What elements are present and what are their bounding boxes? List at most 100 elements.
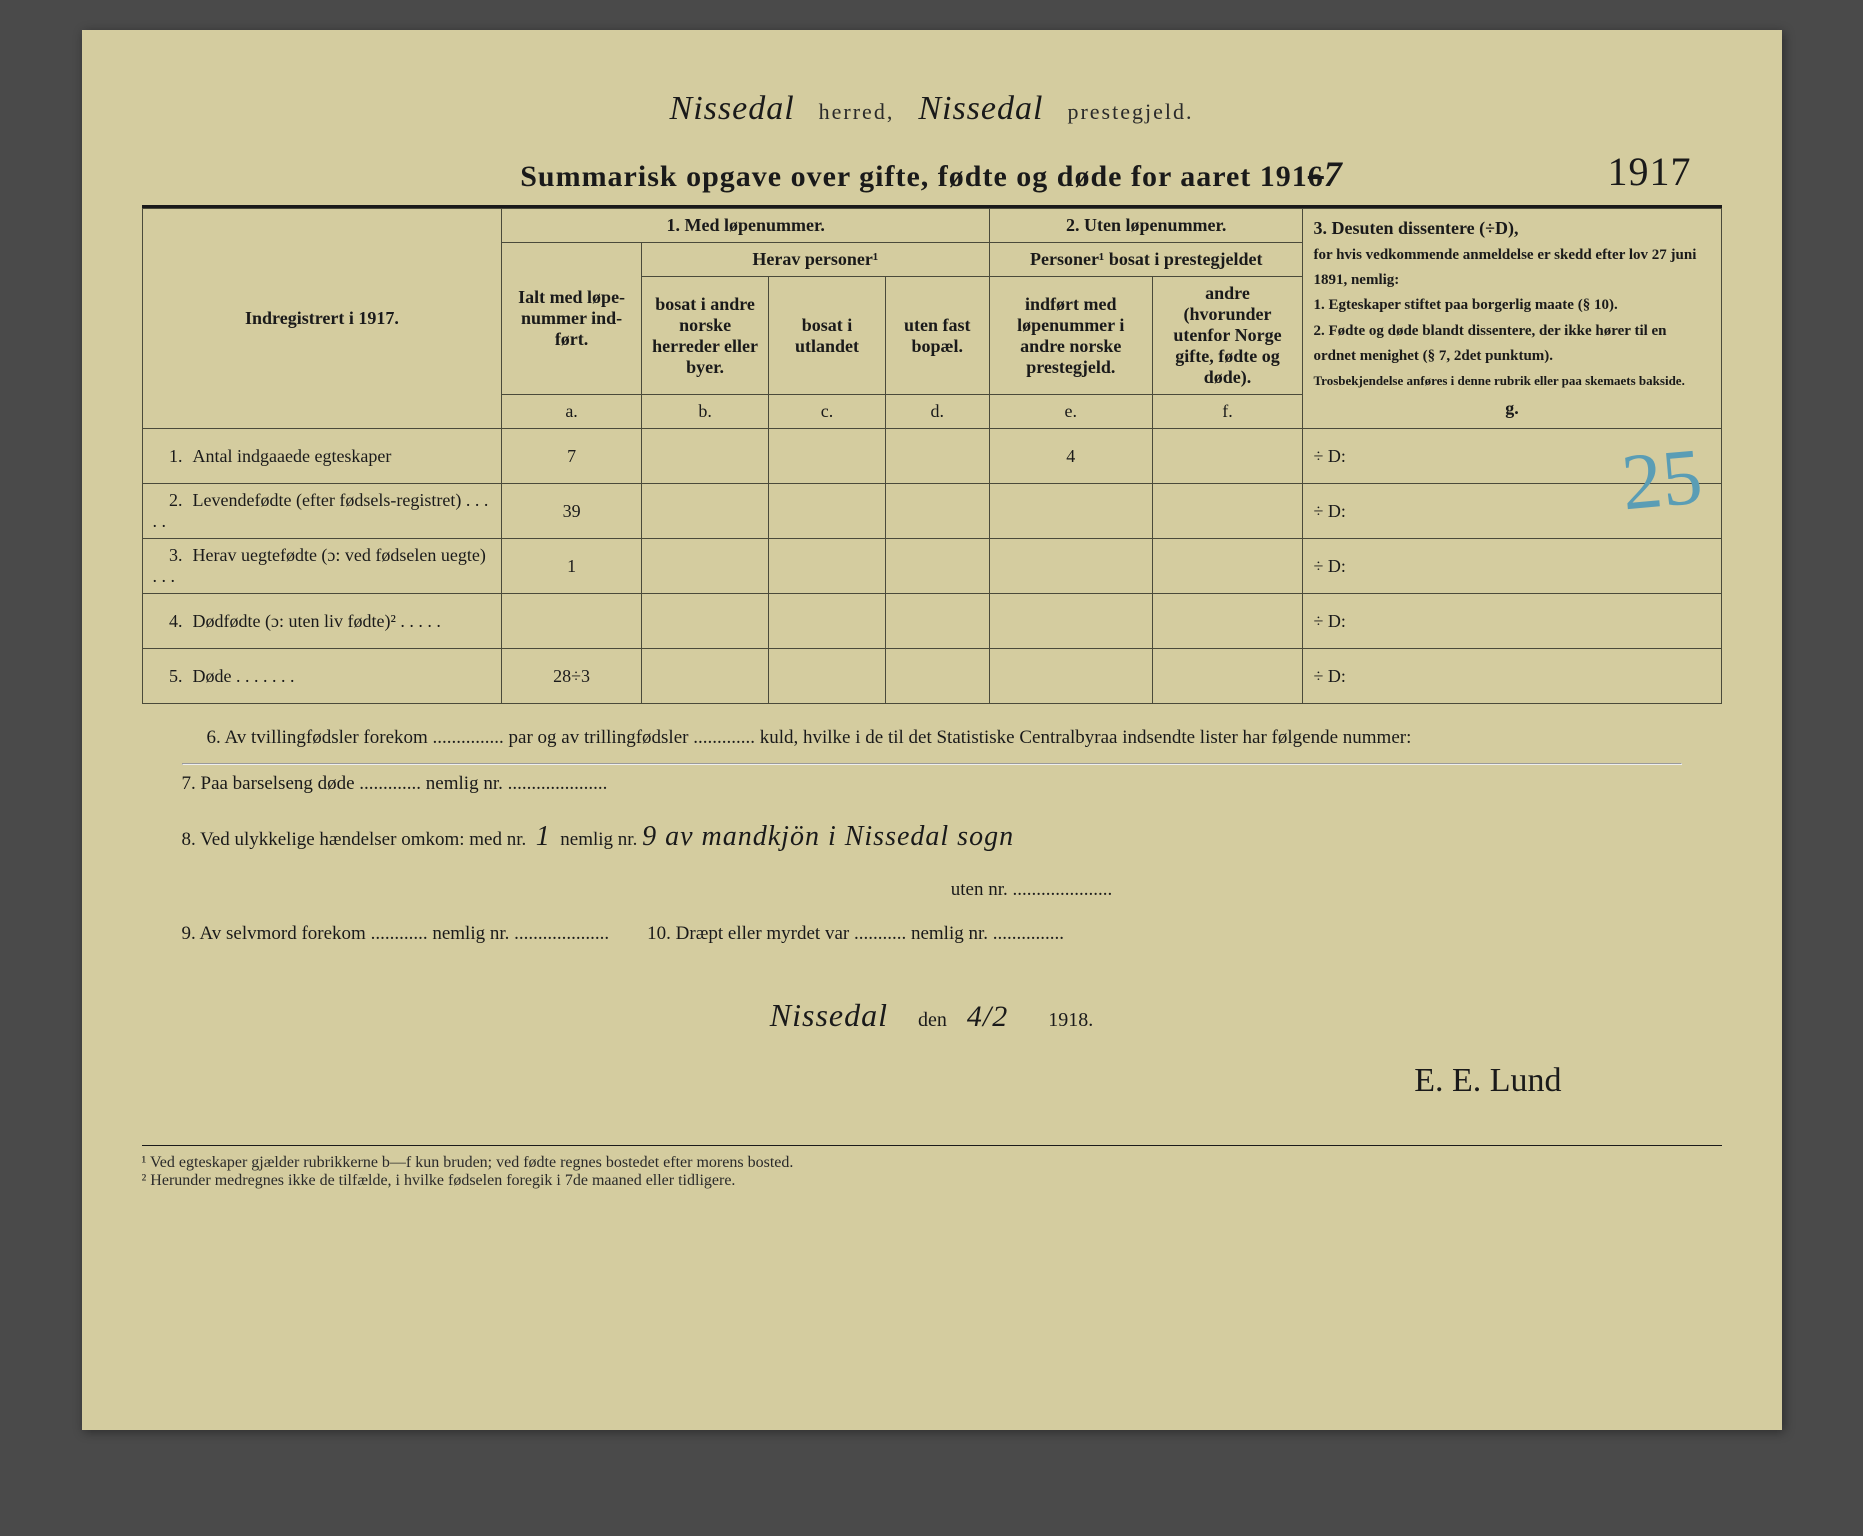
row5-d: [885, 649, 989, 704]
footnote-2: ² Herunder medregnes ikke de tilfælde, i…: [142, 1172, 1722, 1190]
below-section: 6. Av tvillingfødsler forekom ..........…: [142, 719, 1722, 1115]
group3-header: 3. Desuten dissentere (÷D), for hvis ved…: [1303, 209, 1721, 429]
col-b-header: bosat i andre norske herreder eller byer…: [641, 277, 769, 395]
row3-a: 1: [502, 539, 641, 594]
row2-a: 39: [502, 484, 641, 539]
col-d-header: uten fast bopæl.: [885, 277, 989, 395]
blue-annotation: 25: [1618, 432, 1706, 530]
row3-e: [990, 539, 1153, 594]
main-title: Summarisk opgave over gifte, fødte og dø…: [520, 160, 1308, 193]
row5-a: 28÷3: [502, 649, 641, 704]
row3-label: 3.Herav uegtefødte (ɔ: ved fødselen uegt…: [142, 539, 502, 594]
row3-c: [769, 539, 885, 594]
row1-label: 1.Antal indgaaede egteskaper: [142, 429, 502, 484]
sig-date: 4/2: [967, 1000, 1008, 1033]
herred-label: herred,: [819, 99, 895, 124]
row4-a: [502, 594, 641, 649]
letter-g: g.: [1313, 396, 1710, 421]
row4-f: [1152, 594, 1303, 649]
row3-g: ÷ D:: [1303, 539, 1721, 594]
row5-g: ÷ D:: [1303, 649, 1721, 704]
l8-prefix: 8. Ved ulykkelige hændelser omkom: med n…: [182, 829, 527, 850]
year-struck: 6: [1308, 160, 1324, 193]
footnotes: ¹ Ved egteskaper gjælder rubrikkerne b—f…: [142, 1145, 1722, 1190]
row4-c: [769, 594, 885, 649]
l8-mid: nemlig nr.: [560, 829, 642, 850]
row2-b: [641, 484, 769, 539]
group3-small: Trosbekjendelse anføres i denne rubrik e…: [1313, 373, 1684, 388]
letter-a: a.: [502, 395, 641, 429]
row1-a: 7: [502, 429, 641, 484]
sig-place: Nissedal: [770, 997, 888, 1033]
line-8: 8. Ved ulykkelige hændelser omkom: med n…: [182, 809, 1682, 865]
row4-label: 4.Dødfødte (ɔ: uten liv fødte)² . . . . …: [142, 594, 502, 649]
row5-label: 5.Døde . . . . . . .: [142, 649, 502, 704]
row4-g: ÷ D:: [1303, 594, 1721, 649]
row2-f: [1152, 484, 1303, 539]
row2-e: [990, 484, 1153, 539]
line-7: 7. Paa barselseng døde ............. nem…: [182, 765, 1682, 803]
row4-d: [885, 594, 989, 649]
header-line-1: Nissedal herred, Nissedal prestegjeld.: [142, 90, 1722, 128]
year-small: 7: [1324, 154, 1343, 194]
prestegjeld-label: prestegjeld.: [1067, 99, 1193, 124]
row5-e: [990, 649, 1153, 704]
title-row: Summarisk opgave over gifte, fødte og dø…: [142, 153, 1722, 208]
row2-label: 2.Levendefødte (efter fødsels-registret)…: [142, 484, 502, 539]
footnote-1: ¹ Ved egteskaper gjælder rubrikkerne b—f…: [142, 1154, 1722, 1172]
ialt-header: Ialt med løpe-nummer ind-ført.: [502, 243, 641, 395]
l8-handwritten: 9 av mandkjön i Nissedal sogn: [642, 821, 1014, 852]
letter-c: c.: [769, 395, 885, 429]
row5-b: [641, 649, 769, 704]
pers2-header: Personer¹ bosat i prestegjeldet: [990, 243, 1303, 277]
col-f-header: andre (hvorunder utenfor Norge gifte, fø…: [1152, 277, 1303, 395]
row2-d: [885, 484, 989, 539]
row4-b: [641, 594, 769, 649]
letter-f: f.: [1152, 395, 1303, 429]
row5-f: [1152, 649, 1303, 704]
row4-e: [990, 594, 1153, 649]
letter-e: e.: [990, 395, 1153, 429]
row1-d: [885, 429, 989, 484]
document-paper: Nissedal herred, Nissedal prestegjeld. S…: [82, 30, 1782, 1430]
col-e-header: indført med løpenummer i andre norske pr…: [990, 277, 1153, 395]
main-table: Indregistrert i 1917. 1. Med løpenummer.…: [142, 208, 1722, 704]
row1-b: [641, 429, 769, 484]
herred-name: Nissedal: [670, 90, 795, 127]
row1-f: [1152, 429, 1303, 484]
prestegjeld-name: Nissedal: [918, 90, 1043, 127]
l8-med-val: 1: [536, 821, 551, 852]
group3-title: 3. Desuten dissentere (÷D),: [1313, 218, 1518, 238]
row3-b: [641, 539, 769, 594]
row3-d: [885, 539, 989, 594]
table-row: 3.Herav uegtefødte (ɔ: ved fødselen uegt…: [142, 539, 1721, 594]
sig-year: 1918.: [1048, 1009, 1093, 1031]
letter-d: d.: [885, 395, 989, 429]
line-6: 6. Av tvillingfødsler forekom ..........…: [182, 719, 1682, 757]
table-row: 4.Dødfødte (ɔ: uten liv fødte)² . . . . …: [142, 594, 1721, 649]
row2-c: [769, 484, 885, 539]
row1-c: [769, 429, 885, 484]
table-row: 1.Antal indgaaede egteskaper 7 4 ÷ D:: [142, 429, 1721, 484]
left-header: Indregistrert i 1917.: [142, 209, 502, 429]
col-c-header: bosat i utlandet: [769, 277, 885, 395]
line-8-uten: uten nr. .....................: [182, 871, 1682, 909]
signature: E. E. Lund: [182, 1047, 1682, 1115]
indregistrert-label: Indregistrert i 1917.: [245, 308, 399, 328]
line-10: 10. Dræpt eller myrdet var ........... n…: [647, 923, 1064, 944]
group2-header: 2. Uten løpenummer.: [990, 209, 1303, 243]
signature-line: Nissedal den 4/2 1918.: [182, 983, 1682, 1047]
row5-c: [769, 649, 885, 704]
line-9: 9. Av selvmord forekom ............ neml…: [182, 923, 610, 944]
table-row: 5.Døde . . . . . . . 28÷3 ÷ D:: [142, 649, 1721, 704]
year-big: 1917: [1608, 148, 1692, 195]
letter-b: b.: [641, 395, 769, 429]
line-9-10: 9. Av selvmord forekom ............ neml…: [182, 915, 1682, 953]
herav-header: Herav personer¹: [641, 243, 989, 277]
row1-e: 4: [990, 429, 1153, 484]
row3-f: [1152, 539, 1303, 594]
group1-header: 1. Med løpenummer.: [502, 209, 990, 243]
sig-den: den: [918, 1009, 947, 1031]
table-row: 2.Levendefødte (efter fødsels-registret)…: [142, 484, 1721, 539]
group3-body: for hvis vedkommende anmeldelse er skedd…: [1313, 247, 1696, 364]
